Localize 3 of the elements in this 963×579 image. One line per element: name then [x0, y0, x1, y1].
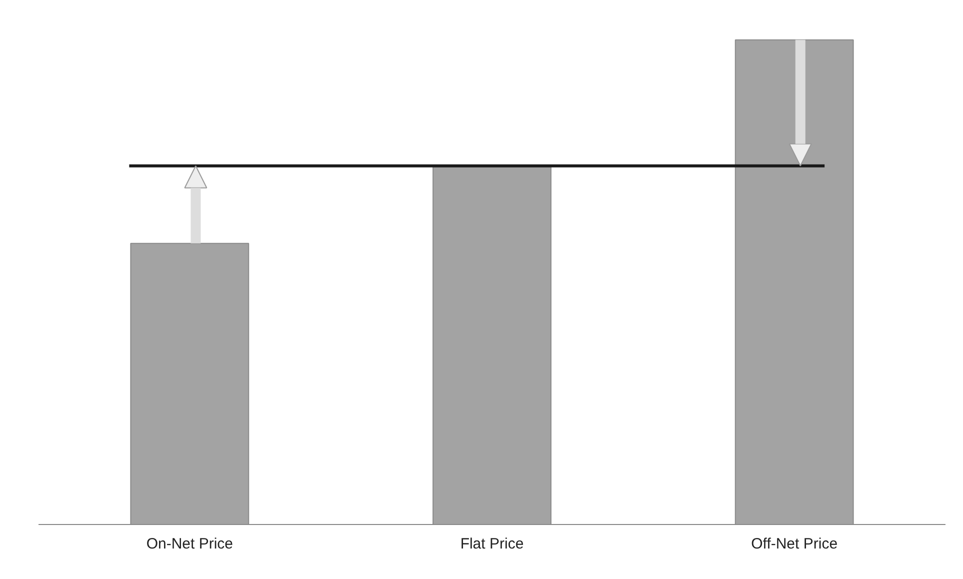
x-tick-label: On-Net Price [146, 536, 234, 552]
x-tick-label: Flat Price [460, 536, 524, 552]
x-tick-label: Off-Net Price [751, 536, 838, 552]
